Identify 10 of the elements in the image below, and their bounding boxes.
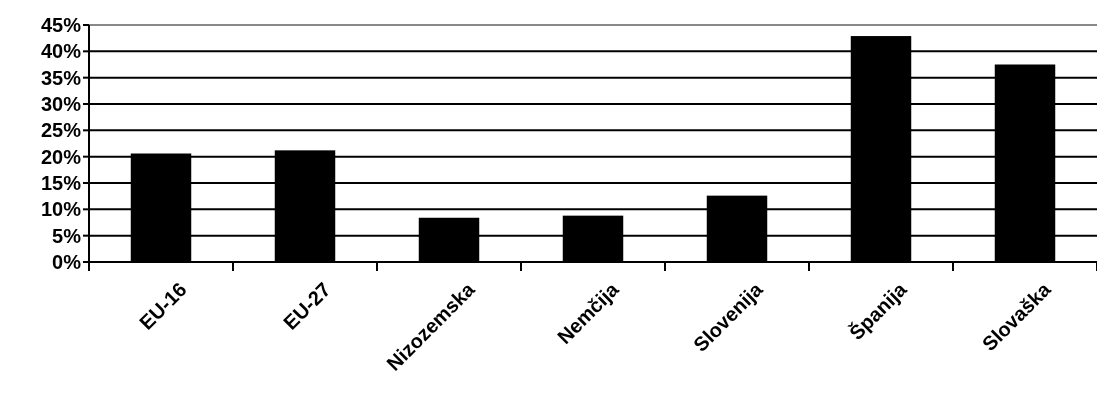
y-tick-label: 25%: [40, 119, 82, 142]
y-tick-label: 5%: [52, 224, 82, 247]
y-tick-label: 30%: [40, 93, 82, 115]
y-tick-label: 15%: [40, 172, 82, 194]
y-tick-label: 45%: [40, 14, 82, 36]
y-tick-label: 40%: [40, 40, 82, 63]
y-tick-label: 0%: [52, 251, 82, 273]
y-tick-label: 35%: [40, 66, 82, 89]
y-tick-label: 20%: [40, 145, 82, 168]
y-tick-label: 10%: [40, 198, 82, 221]
